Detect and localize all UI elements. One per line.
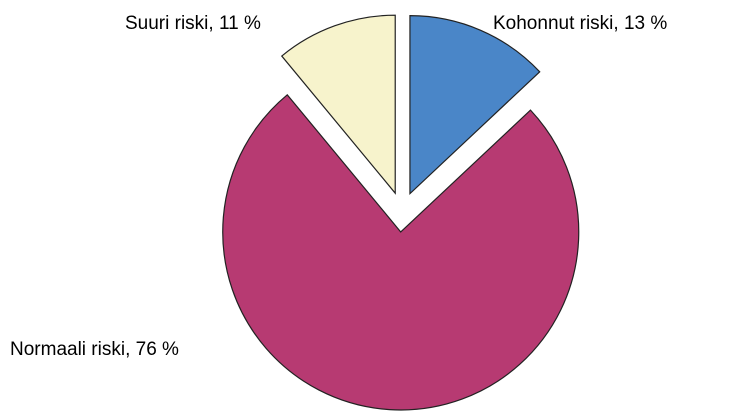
slice-label: Kohonnut riski, 13 % [493, 13, 667, 34]
pie-slice [409, 15, 541, 196]
pie-slice [280, 14, 396, 195]
slice-label: Normaali riski, 76 % [10, 339, 179, 360]
slice-label: Suuri riski, 11 % [125, 13, 261, 34]
pie-slice [222, 93, 580, 411]
